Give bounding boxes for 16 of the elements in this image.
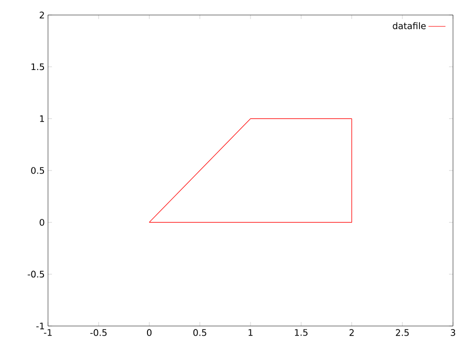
- y-tick-label: -1: [36, 322, 44, 330]
- x-tick-label: 0: [146, 329, 152, 336]
- x-tick-label: 2.5: [396, 329, 409, 336]
- y-tick-label: 1.5: [32, 64, 44, 70]
- x-tick-label: 3: [450, 329, 456, 336]
- x-tick-label: 0.5: [193, 329, 206, 336]
- y-tick-label: 0: [40, 218, 44, 226]
- y-tick-label: 0.5: [31, 167, 44, 174]
- x-tick-label: 1: [248, 329, 253, 336]
- y-tick-label: 2: [40, 12, 44, 18]
- y-tick-label: 1: [40, 115, 44, 122]
- x-tick-label: 2: [350, 329, 354, 336]
- x-tick-label: 1.5: [294, 329, 308, 336]
- y-tick-label: -0.5: [28, 270, 44, 278]
- x-tick-label: -0.5: [90, 329, 107, 336]
- legend-label: datafile: [392, 22, 426, 30]
